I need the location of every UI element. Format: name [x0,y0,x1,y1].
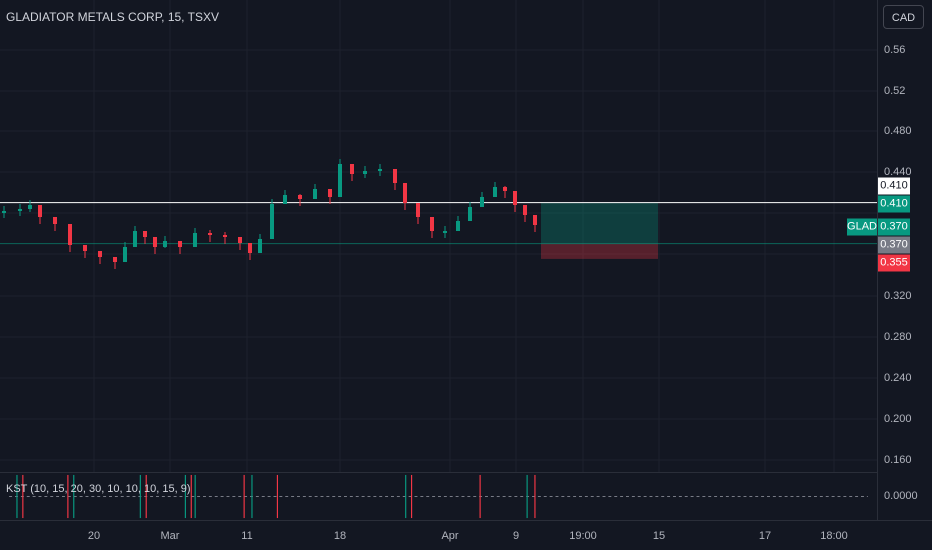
price-tick: 0.320 [884,290,912,302]
candle-body [393,169,397,183]
candle-body [28,205,32,209]
candle-body [363,171,367,174]
candle-body [163,241,167,247]
time-tick: 18 [333,530,347,542]
candle-body [68,224,72,245]
candle-body [53,217,57,224]
kst-value-tick: 0.0000 [884,490,918,502]
price-tick: 0.280 [884,331,912,343]
candle-body [443,231,447,233]
chart-title: GLADIATOR METALS CORP, 15, TSXV [6,10,219,24]
kst-indicator-pane[interactable] [0,472,877,520]
price-tick: 0.440 [884,166,912,178]
candle-body [153,237,157,247]
time-tick: 18:00 [820,530,848,542]
time-tick: 20 [87,530,101,542]
take-profit-tag: 0.410 [878,195,910,213]
last-price-tag: 0.370 [878,218,910,236]
price-axis[interactable] [877,0,932,520]
candle-body [193,233,197,247]
candle-body [270,204,274,239]
price-tick: 0.56 [884,44,906,56]
candle-body [456,221,460,231]
candle-body [208,233,212,235]
time-tick: 17 [758,530,772,542]
candle-body [283,195,287,204]
candle-body [378,169,382,171]
price-chart[interactable] [0,0,877,472]
candle-body [513,191,517,205]
candle-body [350,164,354,174]
time-tick: Apr [441,530,459,542]
time-axis[interactable] [0,520,932,550]
candle-body [178,241,182,247]
candle-body [133,231,137,247]
candle-body [113,257,117,262]
candle-body [480,197,484,207]
candle-body [143,231,147,237]
candle-body [523,205,527,215]
candle-body [258,239,262,253]
candle-body [493,187,497,197]
time-tick: Mar [160,530,180,542]
candle-body [238,237,242,243]
price-tick: 0.200 [884,413,912,425]
candle-body [338,164,342,197]
currency-button[interactable]: CAD [883,5,924,29]
candle-body [223,235,227,237]
candle-body [313,189,317,199]
candle-body [18,209,22,211]
candle-body [416,203,420,217]
profit-zone [541,202,658,244]
candle-body [403,183,407,203]
candle-body [468,207,472,221]
symbol-tag: GLAD [847,218,877,236]
time-tick: 19:00 [569,530,597,542]
time-tick: 9 [512,530,520,542]
candle-body [248,243,252,253]
price-tick: 0.160 [884,454,912,466]
price-tick: 0.480 [884,125,912,137]
candle-body [98,251,102,257]
entry-price-tag: 0.370 [878,236,910,254]
candle-body [83,245,87,251]
price-tick: 0.240 [884,372,912,384]
candle-body [328,189,332,197]
time-tick: 15 [652,530,666,542]
time-tick: 11 [241,530,253,542]
target-line-tag: 0.410 [878,177,910,195]
candle-body [430,217,434,231]
stop-loss-tag: 0.355 [878,254,910,272]
candle-body [533,215,537,225]
kst-label: KST (10, 15, 20, 30, 10, 10, 10, 15, 9) [6,483,191,495]
loss-zone [541,243,658,259]
candle-body [2,211,6,213]
candle-body [298,195,302,199]
price-tick: 0.52 [884,85,906,97]
candle-body [503,187,507,191]
candle-body [38,205,42,217]
candle-body [123,247,127,262]
